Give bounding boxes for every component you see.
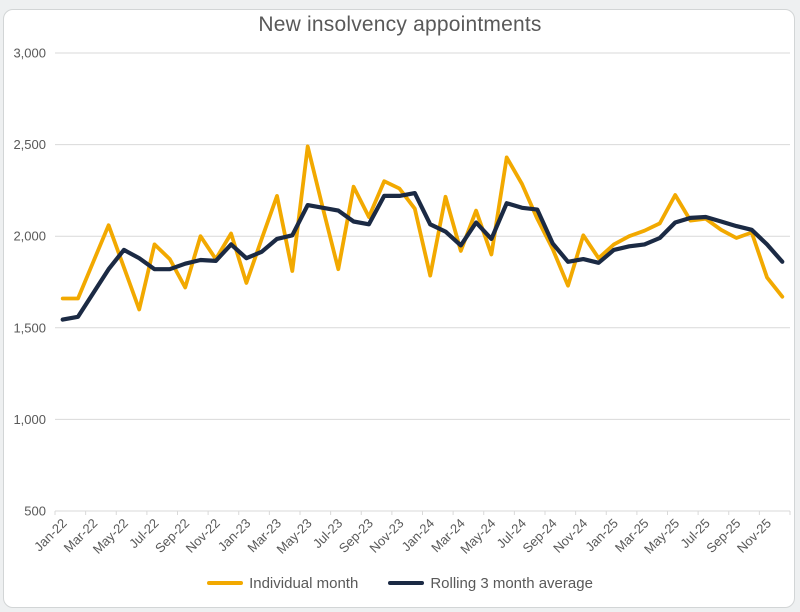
legend-swatch-rolling-average	[388, 581, 425, 585]
chart-legend: Individual month Rolling 3 month average	[0, 572, 800, 594]
legend-item-rolling-average: Rolling 3 month average	[388, 575, 593, 592]
legend-item-individual-month: Individual month	[207, 575, 358, 592]
chart-title: New insolvency appointments	[258, 13, 542, 36]
legend-swatch-individual-month	[207, 581, 244, 585]
legend-label-individual-month: Individual month	[249, 574, 359, 592]
chart-card	[3, 9, 795, 608]
legend-label-rolling-average: Rolling 3 month average	[430, 574, 593, 592]
